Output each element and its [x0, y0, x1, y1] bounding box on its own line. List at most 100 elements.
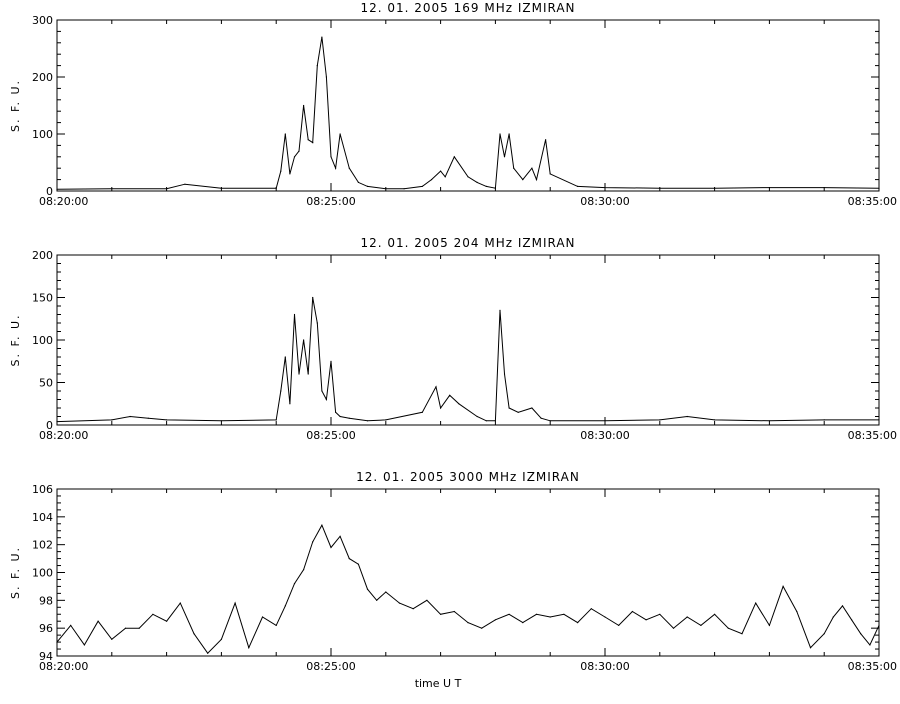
chart-2-data-point: [659, 419, 661, 421]
chart-2: 12. 01. 2005 204 MHz IZMIRAN S. F. U. 0 50 1…: [9, 236, 897, 442]
chart-1-xtick-label: 08:20:00: [39, 195, 88, 208]
chart-1-data-point: [467, 176, 469, 178]
chart-2-data-point: [298, 373, 300, 375]
chart-2-data-point: [111, 419, 113, 421]
chart-3-data-point: [56, 641, 58, 643]
chart-3-xlabel: time U T: [415, 677, 462, 690]
chart-2-data-point: [348, 417, 350, 419]
chart-3-data-point: [508, 613, 510, 615]
chart-2-data-point: [531, 407, 533, 409]
chart-1-data-point: [494, 187, 496, 189]
chart-2-data-point: [878, 419, 880, 421]
chart-1-data-point: [499, 133, 501, 135]
chart-3-data-point: [284, 605, 286, 607]
chart-1-data-point: [335, 167, 337, 169]
chart-2-data-point: [330, 360, 332, 362]
chart-3-frame: [56, 488, 880, 657]
chart-3-data-point: [220, 638, 222, 640]
chart-1-data-point: [325, 76, 327, 78]
chart-3-data-point: [248, 647, 250, 649]
chart-2-data-point: [366, 420, 369, 422]
chart-2-data-point: [293, 313, 296, 316]
chart-2-ytick-label: 200: [32, 249, 53, 262]
chart-1-data-point: [184, 183, 186, 185]
chart-2-data-point: [440, 407, 442, 409]
chart-2-data-point: [435, 386, 437, 388]
chart-3-data-point: [412, 608, 414, 610]
chart-1-data-point: [307, 139, 309, 141]
chart-3-data-point: [809, 647, 812, 649]
chart-3-data-point: [860, 633, 862, 635]
chart-2-data-point: [604, 420, 606, 422]
chart-3-data-point: [357, 563, 359, 565]
chart-2-ytick-label: 0: [46, 419, 53, 432]
chart-3-data-point: [152, 613, 154, 615]
chart-3-data-point: [426, 599, 428, 601]
chart-3-data-point: [494, 619, 496, 621]
chart-2-data-point: [220, 420, 222, 422]
chart-3-data-point: [124, 627, 127, 629]
chart-3-data-point: [481, 627, 483, 629]
chart-1-data-point: [357, 181, 359, 183]
chart-2-data-point: [166, 419, 168, 421]
chart-2-data-point: [503, 373, 506, 375]
chart-1-data-point: [503, 156, 506, 158]
chart-2-ylabel: S. F. U.: [9, 313, 22, 366]
chart-1-data-point: [659, 187, 661, 189]
chart-2-data-point: [517, 411, 519, 413]
chart-3-xtick-label: 08:35:00: [848, 660, 897, 673]
chart-2-data-point: [284, 356, 286, 358]
chart-3-data-point: [604, 616, 606, 618]
chart-2-data-point: [303, 339, 305, 341]
chart-2-data-point: [494, 420, 496, 422]
chart-1-data-point: [280, 170, 282, 172]
chart-3-ytick-label: 100: [32, 567, 53, 580]
chart-1-data-point: [531, 167, 533, 169]
chart-3-data-point: [440, 613, 442, 615]
chart-2-xtick-label: 08:35:00: [848, 429, 897, 442]
chart-3-data-point: [467, 622, 469, 624]
chart-1-data-point: [275, 187, 277, 189]
chart-3-xtick-label: 08:30:00: [580, 660, 629, 673]
chart-3-data-point: [83, 644, 85, 646]
chart-2-data-point: [499, 309, 501, 311]
chart-2-ytick-label: 100: [32, 334, 53, 347]
chart-1-data-point: [56, 188, 58, 190]
chart-3-data-point: [768, 624, 771, 627]
chart-2-series-line: [56, 297, 879, 423]
chart-2-data-point: [485, 420, 487, 422]
chart-3-data-point: [385, 591, 387, 593]
chart-2-xtick-label: 08:30:00: [580, 429, 629, 442]
chart-3-data-point: [522, 622, 524, 624]
chart-3-data-point: [261, 616, 264, 618]
chart-3-ytick-label: 98: [39, 594, 53, 607]
chart-2-data-point: [339, 415, 341, 418]
chart-3-data-point: [453, 610, 455, 613]
chart-3-data-point: [782, 585, 784, 588]
chart-1-data-point: [312, 142, 314, 144]
chart-3-data-point: [686, 616, 688, 618]
chart-3-data-point: [577, 622, 579, 624]
chart-3-data-point: [330, 546, 332, 549]
chart-1-data-point: [440, 170, 442, 172]
chart-1-data-point: [366, 185, 369, 187]
chart-2-data-point: [768, 420, 771, 422]
chart-3-data-point: [303, 569, 305, 571]
chart-3-data-point: [832, 616, 834, 618]
chart-1-data-point: [549, 173, 551, 175]
chart-3-data-point: [823, 633, 825, 635]
chart-3-data-point: [700, 624, 702, 627]
chart-2-xtick-label: 08:25:00: [306, 429, 355, 442]
chart-3-data-point: [841, 605, 844, 607]
chart-2-ytick-label: 50: [39, 377, 53, 390]
chart-3-data-point: [275, 624, 277, 627]
chart-3-data-point: [755, 602, 757, 604]
chart-1-data-point: [513, 167, 515, 169]
chart-3-data-point: [672, 627, 675, 629]
chart-1-data-point: [298, 150, 300, 152]
chart-3-data-point: [97, 620, 99, 622]
chart-1-frame: [56, 19, 880, 192]
chart-3-data-point: [590, 608, 592, 610]
chart-1-xtick-label: 08:35:00: [848, 195, 897, 208]
chart-2-data-point: [321, 390, 323, 392]
